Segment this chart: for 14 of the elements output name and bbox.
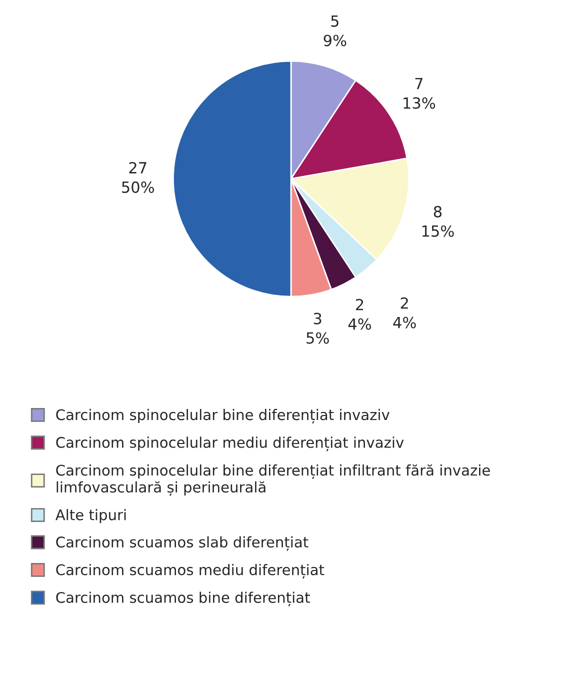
legend-label: Carcinom spinocelular bine diferențiat invaziv: [56, 408, 390, 424]
legend-label: Alte tipuri: [55, 509, 126, 524]
data-label: 2 4%: [348, 298, 372, 330]
data-label: 7 13%: [404, 78, 436, 109]
legend-label: Carcinom scuamos slab diferențiat: [56, 536, 308, 551]
data-label: 8 15%: [422, 206, 454, 237]
data-label: 5 9%: [324, 15, 346, 46]
data-label: 2 4%: [393, 297, 416, 328]
legend-label: Carcinom spinocelular mediu diferențiat invaziv: [56, 436, 404, 452]
data-label: 3 5%: [306, 312, 329, 344]
data-label: 27 50%: [122, 162, 154, 193]
legend-label: Carcinom scuamos bine diferențiat: [56, 592, 310, 606]
legend-label: Carcinom spinocelular bine diferențiat infiltrant fără invazie limfovasculară și perineurală: [56, 464, 490, 496]
legend-label: Carcinom scuamos mediu diferențiat: [56, 564, 324, 579]
